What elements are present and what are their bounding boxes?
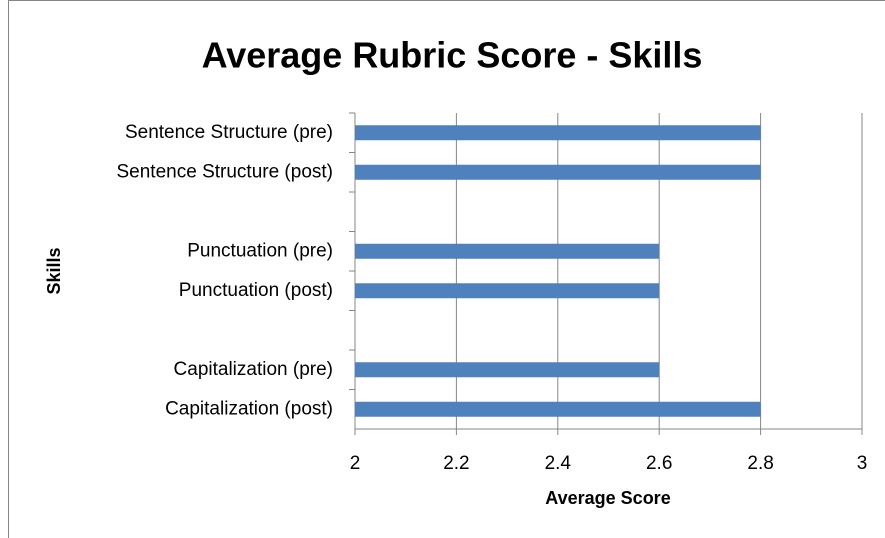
x-tick-label: 2.2 xyxy=(443,453,469,474)
bar xyxy=(355,283,660,299)
bar xyxy=(355,243,660,259)
chart-title: Average Rubric Score - Skills xyxy=(202,35,703,76)
y-tick-label: Capitalization (post) xyxy=(165,398,333,419)
x-tick-label: 2 xyxy=(350,453,361,474)
y-tick-label: Punctuation (pre) xyxy=(187,240,333,261)
y-axis-label: Skills xyxy=(44,247,64,294)
bar xyxy=(355,125,761,141)
x-tick-label: 3 xyxy=(857,453,868,474)
bar xyxy=(355,164,761,180)
bar xyxy=(355,362,660,378)
y-tick-label: Capitalization (pre) xyxy=(174,359,333,380)
bar xyxy=(355,401,761,417)
x-axis-label: Average Score xyxy=(545,488,670,508)
x-tick-label: 2.6 xyxy=(646,453,672,474)
y-tick-label: Sentence Structure (post) xyxy=(117,161,334,182)
y-tick-label: Sentence Structure (pre) xyxy=(125,122,333,143)
x-tick-label: 2.8 xyxy=(747,453,773,474)
chart-border xyxy=(8,0,885,538)
y-tick-label: Punctuation (post) xyxy=(179,280,333,301)
x-tick-label: 2.4 xyxy=(545,453,572,474)
